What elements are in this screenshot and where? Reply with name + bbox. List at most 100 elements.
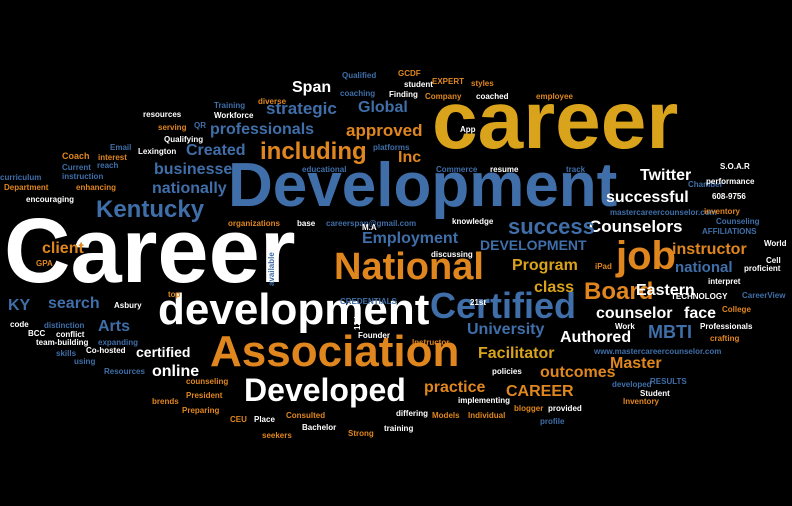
word-expanding: expanding: [98, 338, 139, 347]
word-knowledge: knowledge: [452, 217, 494, 226]
word-businesses: businesses: [154, 161, 242, 178]
word-affiliations: AFFILIATIONS: [702, 227, 757, 236]
word-certified-small: certified: [136, 344, 191, 360]
word-master: Master: [610, 355, 662, 372]
word-enhancing: enhancing: [76, 183, 117, 192]
word-university: University: [467, 321, 545, 338]
word-association: Association: [210, 327, 460, 376]
word-technology: TECHNOLOGY: [671, 292, 728, 301]
word-brends: brends: [152, 397, 179, 406]
word-class: class: [534, 279, 575, 296]
word-developed: Developed: [244, 372, 406, 408]
word-seekers: seekers: [262, 431, 292, 440]
word-professionals-small: Professionals: [700, 322, 753, 331]
word-career-caps: CAREER: [506, 383, 574, 400]
word-current: Current: [62, 163, 91, 172]
word-results: RESULTS: [650, 377, 687, 386]
word-strategic: strategic: [266, 99, 337, 118]
word-top: top: [168, 290, 181, 299]
word-ceu: CEU: [230, 415, 247, 424]
word-resources: resources: [143, 110, 182, 119]
word-facilitator: Facilitator: [478, 345, 555, 362]
word-inventory-r: inventory: [704, 207, 741, 216]
word-work: Work: [615, 322, 635, 331]
word-twitter: Twitter: [640, 167, 692, 184]
word-client: client: [42, 240, 84, 257]
word-instructor: instructor: [672, 241, 747, 258]
word-span: Span: [292, 79, 332, 96]
word-diverse: diverse: [258, 97, 287, 106]
word-implementing: implementing: [458, 396, 511, 405]
word-founder: Founder: [358, 331, 390, 340]
word-soar: S.O.A.R: [720, 162, 750, 171]
word-using: using: [74, 357, 96, 366]
word-interest: interest: [98, 153, 127, 162]
word-qualifying: Qualifying: [164, 135, 204, 144]
word-phone: 608-9756: [712, 192, 746, 201]
word-created: Created: [186, 142, 246, 159]
word-department: Department: [4, 183, 49, 192]
word-search: search: [48, 295, 100, 312]
word-policies: policies: [492, 367, 522, 376]
word-success: success: [508, 214, 595, 239]
word-president: President: [186, 391, 223, 400]
word-twelfth: 12th: [353, 313, 362, 330]
word-asbury: Asbury: [114, 301, 142, 310]
word-counseling-r: Counseling: [716, 217, 760, 226]
word-college: College: [722, 305, 751, 314]
word-counseling: counseling: [186, 377, 229, 386]
word-practice: practice: [424, 379, 486, 396]
word-approved: approved: [346, 121, 423, 140]
word-developed-small: developed: [612, 380, 652, 389]
word-educational: educational: [302, 165, 347, 174]
word-email-addr: careerspan@gmail.com: [326, 219, 417, 228]
word-conflict: conflict: [56, 330, 85, 339]
word-national: National: [334, 246, 484, 288]
word-kentucky: Kentucky: [96, 196, 205, 223]
word-student-small: Student: [640, 389, 670, 398]
word-student: student: [404, 80, 433, 89]
word-consulted: Consulted: [286, 411, 326, 420]
word-bcc: BCC: [28, 329, 46, 338]
word-training: training: [384, 424, 414, 433]
word-finding: Finding: [389, 90, 418, 99]
word-world: World: [764, 239, 787, 248]
word-organizations: organizations: [228, 219, 281, 228]
word-including: including: [260, 138, 367, 165]
word-arts: Arts: [98, 318, 131, 335]
word-outcomes: outcomes: [540, 364, 616, 381]
word-discussing: discussing: [431, 250, 473, 259]
word-program: Program: [512, 257, 578, 274]
word-development-caps: DEVELOPMENT: [480, 237, 587, 253]
word-encouraging: encouraging: [26, 195, 75, 204]
word-lexington: Lexington: [138, 147, 177, 156]
word-platforms: platforms: [373, 143, 410, 152]
word-mbti: MBTI: [648, 322, 692, 342]
word-bachelor: Bachelor: [302, 423, 337, 432]
word-training-top: Training: [214, 101, 246, 110]
word-profile: profile: [540, 417, 565, 426]
word-blogger: blogger: [514, 404, 544, 413]
word-strong: Strong: [348, 429, 374, 438]
word-counselor: counselor: [596, 305, 673, 322]
word-ma: M.A: [362, 223, 377, 232]
word-place: Place: [254, 415, 275, 424]
word-development-mid: development: [158, 285, 430, 334]
word-cohosted: Co-hosted: [86, 346, 126, 355]
word-gcdf: GCDF: [398, 69, 421, 78]
word-national-small: national: [675, 259, 733, 276]
word-certified: Certified: [430, 285, 577, 326]
word-website: mastercareercounselor.com: [610, 208, 717, 217]
word-nationally: nationally: [152, 180, 227, 197]
word-career-top: career: [432, 75, 679, 166]
word-inventory: Inventory: [623, 397, 660, 406]
word-coached: coached: [476, 92, 509, 101]
word-career-big: Career: [4, 200, 296, 302]
word-authored: Authored: [560, 329, 632, 346]
word-gpa: GPA: [36, 259, 53, 268]
word-individual: Individual: [468, 411, 506, 420]
word-differing: differing: [396, 409, 428, 418]
word-styles: styles: [471, 79, 494, 88]
word-base: base: [297, 219, 316, 228]
word-instructor-small: Instructor: [412, 338, 450, 347]
